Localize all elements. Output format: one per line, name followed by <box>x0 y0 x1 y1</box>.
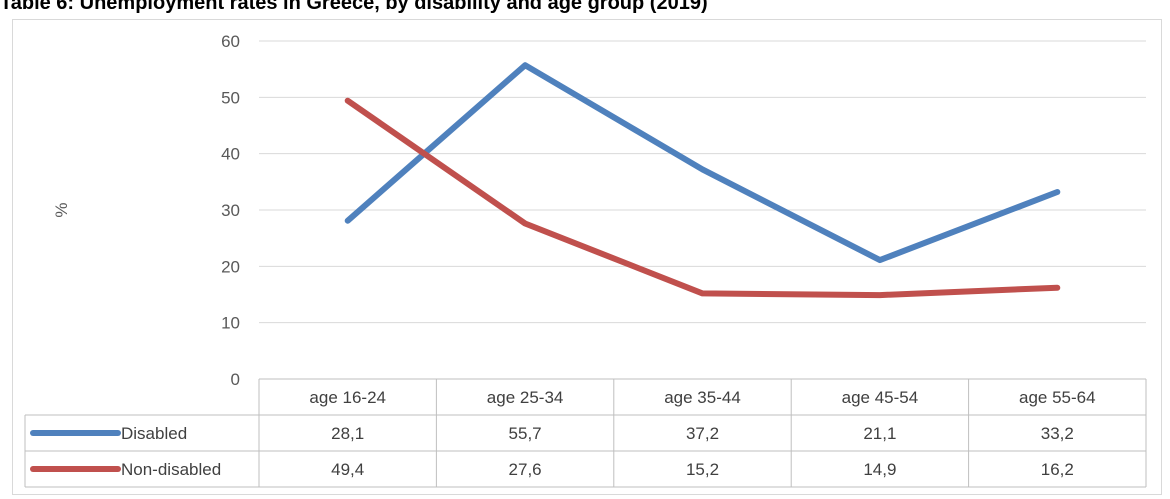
legend-label: Non-disabled <box>121 460 221 479</box>
data-table-cell: 21,1 <box>863 424 896 443</box>
data-table-cell: 16,2 <box>1041 460 1074 479</box>
chart-frame <box>12 19 1162 495</box>
data-table-cell: 49,4 <box>331 460 364 479</box>
y-tick-label: 30 <box>221 201 240 220</box>
y-tick-label: 50 <box>221 88 240 107</box>
data-table-cell: 55,7 <box>509 424 542 443</box>
y-axis-label: % <box>52 202 71 217</box>
legend-label: Disabled <box>121 424 187 443</box>
y-tick-label: 0 <box>231 370 240 389</box>
data-table-cell: 28,1 <box>331 424 364 443</box>
data-table-cell: 14,9 <box>863 460 896 479</box>
series-line-non-disabled <box>344 97 1061 299</box>
x-category-label: age 16-24 <box>309 388 386 407</box>
x-category-label: age 35-44 <box>664 388 741 407</box>
chart-title: Table 6: Unemployment rates in Greece, b… <box>0 0 708 14</box>
data-table-cell: 15,2 <box>686 460 719 479</box>
data-table-cell: 37,2 <box>686 424 719 443</box>
data-table-cell: 33,2 <box>1041 424 1074 443</box>
y-tick-label: 10 <box>221 314 240 333</box>
y-tick-label: 20 <box>221 257 240 276</box>
y-tick-label: 60 <box>221 32 240 51</box>
data-table-cell: 27,6 <box>509 460 542 479</box>
x-category-label: age 45-54 <box>842 388 919 407</box>
x-category-label: age 25-34 <box>487 388 564 407</box>
series-line-disabled <box>344 62 1061 264</box>
y-tick-label: 40 <box>221 145 240 164</box>
x-category-label: age 55-64 <box>1019 388 1096 407</box>
